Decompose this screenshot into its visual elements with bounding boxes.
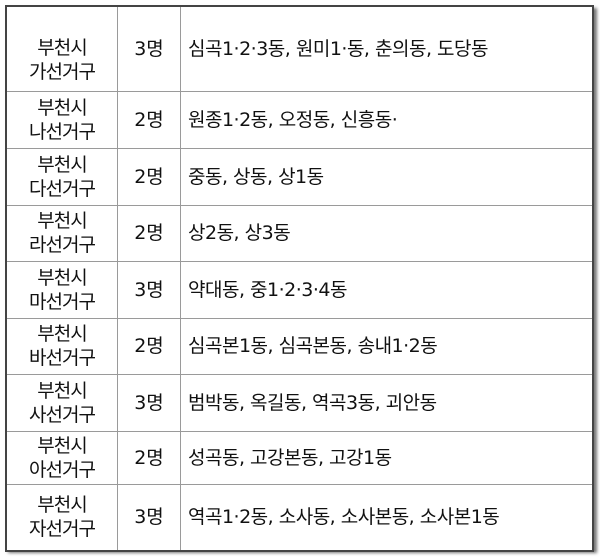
seats-cell: 3명 bbox=[117, 5, 181, 92]
district-name: 라선거구 bbox=[29, 234, 96, 256]
district-cell: 부천시 사선거구 bbox=[5, 373, 118, 432]
city-name: 부천시 bbox=[37, 323, 87, 345]
city-name: 부천시 bbox=[37, 96, 87, 119]
dongs-cell: 역곡1·2동, 소사동, 소사본동, 소사본1동 bbox=[180, 483, 594, 552]
table-row: 부천시 자선거구 3명 역곡1·2동, 소사동, 소사본동, 소사본1동 bbox=[5, 483, 594, 552]
dongs-cell: 원종1·2동, 오정동, 신흥동· bbox=[180, 90, 594, 149]
city-name: 부천시 bbox=[37, 434, 87, 457]
city-name: 부천시 bbox=[37, 153, 87, 176]
table-row: 부천시 바선거구 2명 심곡본1동, 심곡본동, 송내1·2동 bbox=[5, 317, 594, 375]
seats-cell: 3명 bbox=[117, 483, 181, 552]
dongs-cell: 성곡동, 고강본동, 고강1동 bbox=[180, 430, 594, 485]
district-cell: 부천시 자선거구 bbox=[5, 483, 118, 552]
dongs-cell: 중동, 상동, 상1동 bbox=[180, 147, 594, 206]
district-cell: 부천시 나선거구 bbox=[5, 90, 118, 149]
dongs-cell: 심곡본1동, 심곡본동, 송내1·2동 bbox=[180, 317, 594, 375]
district-name: 나선거구 bbox=[29, 120, 96, 143]
district-cell: 부천시 다선거구 bbox=[5, 147, 118, 206]
district-table-container: 부천시 가선거구 3명 심곡1·2·3동, 원미1·동, 춘의동, 도당동 부천… bbox=[5, 5, 594, 552]
table-row: 부천시 가선거구 3명 심곡1·2·3동, 원미1·동, 춘의동, 도당동 bbox=[5, 5, 594, 92]
district-cell: 부천시 라선거구 bbox=[5, 204, 118, 262]
district-name: 사선거구 bbox=[29, 403, 96, 426]
seats-cell: 3명 bbox=[117, 260, 181, 319]
table-row: 부천시 아선거구 2명 성곡동, 고강본동, 고강1동 bbox=[5, 430, 594, 485]
district-name: 다선거구 bbox=[29, 177, 96, 200]
district-cell: 부천시 가선거구 bbox=[5, 5, 118, 92]
seats-cell: 2명 bbox=[117, 204, 181, 262]
dongs-cell: 약대동, 중1·2·3·4동 bbox=[180, 260, 594, 319]
district-name: 가선거구 bbox=[29, 60, 96, 83]
district-table: 부천시 가선거구 3명 심곡1·2·3동, 원미1·동, 춘의동, 도당동 부천… bbox=[5, 5, 594, 552]
seats-cell: 2명 bbox=[117, 430, 181, 485]
seats-cell: 2명 bbox=[117, 90, 181, 149]
district-cell: 부천시 아선거구 bbox=[5, 430, 118, 485]
table-row: 부천시 나선거구 2명 원종1·2동, 오정동, 신흥동· bbox=[5, 90, 594, 149]
district-cell: 부천시 바선거구 bbox=[5, 317, 118, 375]
table-row: 부천시 사선거구 3명 범박동, 옥길동, 역곡3동, 괴안동 bbox=[5, 373, 594, 432]
dongs-cell: 상2동, 상3동 bbox=[180, 204, 594, 262]
table-row: 부천시 다선거구 2명 중동, 상동, 상1동 bbox=[5, 147, 594, 206]
city-name: 부천시 bbox=[37, 36, 87, 59]
district-name: 아선거구 bbox=[29, 458, 96, 481]
dongs-cell: 범박동, 옥길동, 역곡3동, 괴안동 bbox=[180, 373, 594, 432]
city-name: 부천시 bbox=[37, 494, 87, 517]
district-cell: 부천시 마선거구 bbox=[5, 260, 118, 319]
city-name: 부천시 bbox=[37, 379, 87, 402]
seats-cell: 2명 bbox=[117, 147, 181, 206]
city-name: 부천시 bbox=[37, 210, 87, 232]
table-row: 부천시 마선거구 3명 약대동, 중1·2·3·4동 bbox=[5, 260, 594, 319]
district-name: 바선거구 bbox=[29, 347, 96, 369]
district-name: 마선거구 bbox=[29, 290, 96, 313]
district-name: 자선거구 bbox=[29, 518, 96, 541]
table-row: 부천시 라선거구 2명 상2동, 상3동 bbox=[5, 204, 594, 262]
dongs-cell: 심곡1·2·3동, 원미1·동, 춘의동, 도당동 bbox=[180, 5, 594, 92]
seats-cell: 2명 bbox=[117, 317, 181, 375]
city-name: 부천시 bbox=[37, 266, 87, 289]
seats-cell: 3명 bbox=[117, 373, 181, 432]
